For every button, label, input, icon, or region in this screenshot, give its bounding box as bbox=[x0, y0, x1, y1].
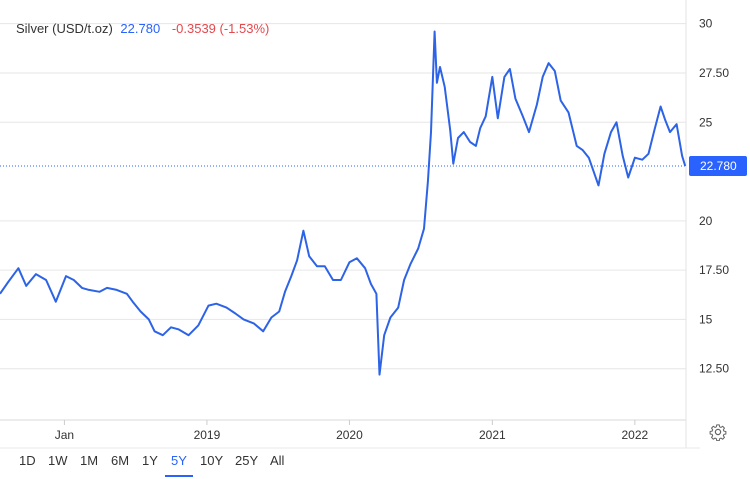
range-button-1y[interactable]: 1Y bbox=[142, 453, 158, 468]
y-tick-label: 20 bbox=[699, 214, 713, 228]
range-button-10y[interactable]: 10Y bbox=[200, 453, 224, 468]
quote-header: Silver (USD/t.oz) 22.780 -0.3539 (-1.53%… bbox=[16, 21, 269, 36]
x-tick-label: Jan bbox=[55, 428, 74, 442]
x-tick-label: 2019 bbox=[194, 428, 221, 442]
current-price: 22.780 bbox=[120, 21, 161, 36]
range-button-6m[interactable]: 6M bbox=[111, 453, 130, 468]
x-tick-label: 2020 bbox=[336, 428, 363, 442]
y-axis-ticks: 12.50 15 17.50 20 25 27.50 30 bbox=[699, 17, 729, 376]
range-button-1m[interactable]: 1M bbox=[80, 453, 99, 468]
y-tick-label: 15 bbox=[699, 312, 713, 326]
range-button-5y[interactable]: 5Y bbox=[171, 453, 187, 468]
y-tick-label: 12.50 bbox=[699, 362, 729, 376]
y-tick-label: 27.50 bbox=[699, 66, 729, 80]
instrument-name: Silver (USD/t.oz) bbox=[16, 21, 113, 36]
x-tick-label: 2022 bbox=[622, 428, 649, 442]
last-price-tag-label: 22.780 bbox=[700, 159, 737, 173]
range-button-1w[interactable]: 1W bbox=[48, 453, 68, 468]
time-range-selector: 1D 1W 1M 6M 1Y 5Y 10Y 25Y All bbox=[0, 448, 700, 479]
price-series-line[interactable] bbox=[0, 30, 687, 376]
horizontal-gridlines bbox=[0, 23, 686, 370]
range-button-all[interactable]: All bbox=[270, 453, 285, 468]
y-tick-label: 30 bbox=[699, 17, 713, 31]
active-range-indicator bbox=[165, 475, 193, 477]
y-tick-label: 17.50 bbox=[699, 263, 729, 277]
last-price-tag bbox=[689, 156, 747, 177]
range-button-25y[interactable]: 25Y bbox=[235, 453, 259, 468]
price-change: -0.3539 (-1.53%) bbox=[171, 21, 270, 36]
x-tick-label: 2021 bbox=[479, 428, 506, 442]
y-tick-label: 25 bbox=[699, 115, 713, 129]
x-axis-ticks: Jan 2019 2020 2021 2022 bbox=[55, 420, 649, 442]
gear-icon[interactable] bbox=[709, 423, 727, 441]
range-button-1d[interactable]: 1D bbox=[19, 453, 36, 468]
